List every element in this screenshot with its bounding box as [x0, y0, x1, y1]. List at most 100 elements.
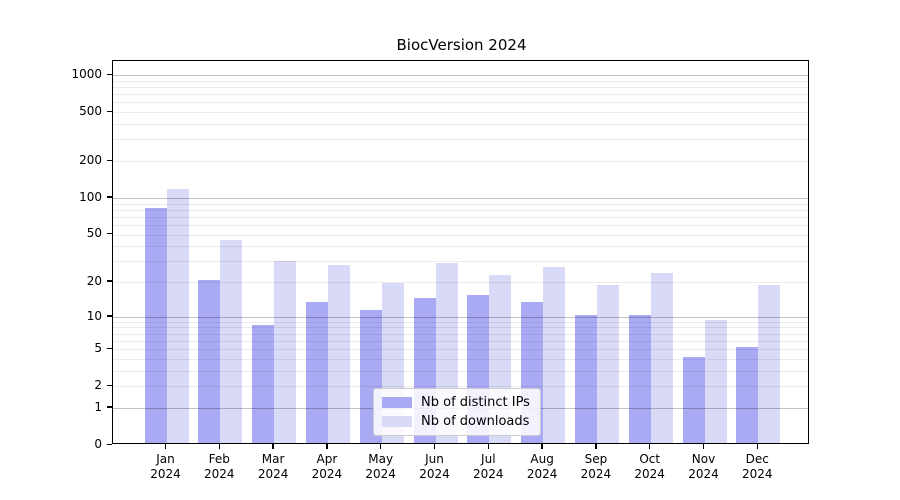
legend-item-distinct-ips: Nb of distinct IPs: [382, 395, 530, 410]
gridline-minor-70: [113, 216, 808, 218]
y-tick-label-5: 5: [94, 341, 102, 356]
gridline-minor-900: [113, 80, 808, 82]
gridline-minor-8: [113, 327, 808, 329]
x-tick-label-jun: Jun 2024: [407, 452, 463, 482]
plot-area: Nb of distinct IPs Nb of downloads: [112, 60, 809, 444]
y-tick-label-2: 2: [94, 378, 102, 393]
x-tick-label-feb: Feb 2024: [191, 452, 247, 482]
x-tick-label-line: Nov: [691, 452, 716, 466]
y-tick-5: [107, 347, 112, 350]
x-tick-label-sep: Sep 2024: [568, 452, 624, 482]
gridline-major-100: [113, 197, 808, 199]
x-tick-apr: [326, 444, 328, 449]
bar-distinct-ips-sep: [574, 314, 597, 443]
bar-distinct-ips-apr: [305, 301, 328, 443]
gridline-minor-600: [113, 102, 808, 104]
legend-swatch-downloads: [382, 416, 412, 427]
legend-label-downloads: Nb of downloads: [421, 414, 530, 429]
gridline-minor-800: [113, 87, 808, 88]
x-tick-label-line: Aug: [530, 452, 554, 466]
bar-downloads-apr: [327, 264, 350, 443]
x-tick-label-line: Jun: [425, 452, 444, 466]
x-tick-label-oct: Oct 2024: [622, 452, 678, 482]
x-tick-label-line: 2024: [311, 467, 343, 481]
y-tick-label-500: 500: [79, 104, 102, 119]
bar-downloads-oct: [650, 272, 673, 443]
chart-title: BiocVersion 2024: [396, 36, 527, 54]
gridline-minor-90: [113, 203, 808, 205]
x-tick-label-nov: Nov 2024: [676, 452, 732, 482]
gridline-minor-300: [113, 139, 808, 141]
legend-swatch-distinct-ips: [382, 397, 412, 408]
x-tick-label-dec: Dec 2024: [729, 452, 785, 482]
x-tick-label-line: 2024: [688, 467, 719, 481]
x-tick-aug: [541, 444, 543, 449]
x-tick-label-line: 2024: [742, 467, 773, 481]
gridline-minor-7: [113, 333, 808, 335]
bar-distinct-ips-feb: [198, 280, 221, 443]
y-tick-label-1: 1: [94, 399, 102, 414]
x-tick-label-line: Mar: [261, 452, 285, 466]
y-tick-20: [107, 280, 112, 282]
x-tick-label-line: May: [368, 452, 394, 466]
x-tick-label-line: 2024: [150, 467, 181, 481]
bar-distinct-ips-jan: [144, 207, 167, 443]
y-tick-label-10: 10: [86, 308, 102, 323]
gridline-minor-400: [113, 124, 808, 125]
gridline-minor-80: [113, 209, 808, 211]
y-tick-label-200: 200: [79, 153, 102, 168]
y-tick-label-50: 50: [86, 226, 102, 241]
x-tick-label-line: Jul: [481, 452, 496, 466]
y-tick-label-1000: 1000: [71, 67, 102, 82]
x-tick-label-line: Oct: [639, 452, 661, 466]
bar-distinct-ips-dec: [736, 347, 759, 443]
x-tick-oct: [648, 444, 651, 449]
y-tick-1: [107, 406, 112, 408]
gridline-minor-4: [113, 358, 808, 360]
bar-downloads-feb: [220, 240, 243, 443]
x-tick-label-line: 2024: [634, 467, 665, 481]
gridline-minor-700: [113, 94, 808, 96]
y-tick-100: [107, 196, 112, 198]
x-tick-label-line: Apr: [316, 452, 338, 466]
y-tick-200: [107, 159, 112, 162]
x-tick-jun: [433, 444, 436, 449]
y-tick-label-100: 100: [79, 189, 102, 204]
bar-downloads-mar: [274, 260, 297, 443]
legend-label-distinct-ips: Nb of distinct IPs: [421, 395, 530, 410]
grid-layer: [113, 61, 808, 443]
bar-downloads-nov: [704, 319, 727, 443]
gridline-minor-30: [113, 261, 808, 263]
legend: Nb of distinct IPs Nb of downloads: [373, 388, 541, 436]
x-tick-label-line: 2024: [473, 467, 504, 481]
x-tick-label-aug: Aug 2024: [514, 452, 570, 482]
bar-downloads-jan: [166, 189, 189, 443]
gridline-minor-50: [113, 234, 808, 236]
x-tick-feb: [218, 444, 221, 449]
gridline-minor-9: [113, 321, 808, 323]
gridline-minor-3: [113, 370, 808, 372]
x-tick-jul: [487, 444, 490, 449]
x-tick-mar: [272, 444, 274, 449]
y-tick-label-0: 0: [94, 437, 102, 451]
x-tick-label-jul: Jul 2024: [460, 452, 516, 482]
y-tick-2: [107, 384, 112, 387]
x-tick-label-line: 2024: [204, 467, 235, 481]
x-tick-label-line: 2024: [257, 467, 289, 481]
y-tick-500: [107, 110, 112, 113]
gridline-minor-5: [113, 349, 808, 351]
y-tick-0: [107, 443, 112, 445]
y-tick-50: [107, 232, 112, 235]
bar-downloads-aug: [543, 266, 566, 443]
x-tick-label-line: 2024: [419, 467, 450, 481]
gridline-minor-500: [113, 112, 808, 114]
x-tick-label-line: Feb: [208, 452, 230, 466]
bar-downloads-sep: [596, 285, 619, 443]
legend-item-downloads: Nb of downloads: [382, 414, 530, 429]
x-tick-label-line: 2024: [580, 467, 612, 481]
x-tick-label-line: Dec: [745, 452, 769, 466]
x-tick-jan: [164, 444, 167, 449]
gridline-major-1000: [113, 75, 808, 76]
gridline-minor-20: [113, 282, 808, 283]
